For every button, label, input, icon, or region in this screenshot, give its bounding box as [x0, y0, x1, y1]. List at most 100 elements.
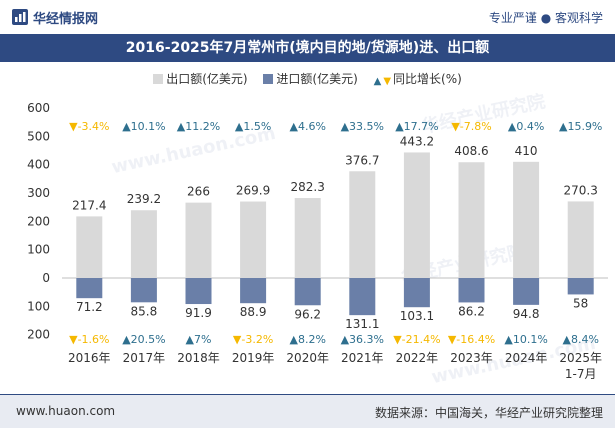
export-bar	[403, 152, 430, 278]
export-bar	[294, 198, 321, 278]
x-tick-label: 2016年	[68, 351, 111, 365]
chart-title: 2016-2025年7月常州市(境内目的地/货源地)进、出口额	[0, 34, 615, 62]
export-growth-label: ▲0.4%	[508, 120, 544, 133]
export-growth-label: ▼-3.4%	[69, 120, 109, 133]
brand-tagline: 专业严谨 ● 客观科学	[488, 11, 603, 25]
x-tick-label: 2021年	[341, 351, 384, 365]
x-tick-label: 2025年	[559, 351, 602, 365]
export-value-label: 266	[187, 185, 210, 199]
import-value-label: 71.2	[76, 300, 103, 314]
import-value-label: 86.2	[458, 304, 485, 318]
import-value-label: 103.1	[400, 309, 434, 323]
bar-chart: 600 500 400 300 200 100 0 100 200 217.4 71.2 ▼-3.4%…	[27, 101, 608, 381]
y-tick-label: 400	[27, 158, 50, 172]
y-tick-label: 100	[27, 299, 50, 313]
import-bar	[130, 278, 157, 303]
export-bar	[567, 201, 594, 278]
y-tick-label: 100	[27, 243, 50, 257]
y-tick-label: 200	[27, 214, 50, 228]
import-bar	[458, 278, 485, 303]
import-value-label: 94.8	[513, 307, 540, 321]
export-growth-label: ▲1.5%	[235, 120, 271, 133]
export-growth-label: ▲17.7%	[395, 120, 438, 133]
legend-import-swatch	[263, 74, 274, 84]
chart-legend: 出口额(亿美元) 进口额(亿美元) ▲ ▼ 同比增长(%)	[0, 70, 615, 90]
import-value-label: 96.2	[294, 307, 321, 321]
y-tick-label: 300	[27, 186, 50, 200]
legend-growth: ▲ ▼ 同比增长(%)	[374, 70, 462, 87]
export-bar	[185, 202, 212, 278]
export-bar	[130, 210, 157, 278]
export-value-label: 270.3	[564, 183, 598, 197]
import-growth-label: ▼-1.6%	[69, 333, 109, 346]
triangle-down-icon: ▼	[383, 76, 392, 87]
import-bar	[185, 278, 212, 305]
legend-export-label: 出口额(亿美元)	[166, 72, 248, 86]
export-value-label: 443.2	[400, 134, 434, 148]
export-bar	[240, 201, 267, 278]
import-bar	[349, 278, 376, 316]
export-value-label: 376.7	[345, 153, 379, 167]
export-value-label: 239.2	[127, 192, 161, 206]
import-bar	[240, 278, 267, 304]
export-bar	[458, 162, 485, 278]
legend-growth-label: 同比增长(%)	[393, 72, 462, 86]
top-bar: 华经情报网 专业严谨 ● 客观科学	[0, 0, 615, 34]
export-growth-label: ▲10.1%	[122, 120, 165, 133]
import-value-label: 85.8	[131, 304, 158, 318]
import-bar	[567, 278, 594, 295]
x-tick-label: 2017年	[123, 351, 166, 365]
import-value-label: 88.9	[240, 305, 267, 319]
x-tick-label: 2020年	[286, 351, 329, 365]
import-growth-label: ▼-3.2%	[233, 333, 273, 346]
import-growth-label: ▼-21.4%	[393, 333, 440, 346]
x-tick-label: 1-7月	[565, 367, 597, 381]
x-tick-label: 2022年	[396, 351, 439, 365]
import-value-label: 91.9	[185, 306, 212, 320]
chart-logo-icon	[12, 9, 28, 25]
import-growth-label: ▲8.4%	[562, 333, 598, 346]
legend-import: 进口额(亿美元)	[263, 70, 358, 87]
y-tick-label: 500	[27, 129, 50, 143]
y-tick-label: 200	[27, 328, 50, 342]
import-growth-label: ▲8.2%	[289, 333, 325, 346]
import-bar	[403, 278, 430, 308]
export-value-label: 282.3	[291, 180, 325, 194]
import-growth-label: ▼-16.4%	[448, 333, 495, 346]
x-tick-label: 2019年	[232, 351, 275, 365]
brand-name: 华经情报网	[33, 12, 99, 27]
export-growth-label: ▲11.2%	[177, 120, 220, 133]
import-growth-label: ▲10.1%	[504, 333, 547, 346]
import-bar	[294, 278, 321, 306]
triangle-up-icon: ▲	[373, 76, 382, 87]
x-tick-label: 2024年	[505, 351, 548, 365]
export-bar	[349, 171, 376, 278]
footer: www.huaon.com 数据来源：中国海关，华经产业研究院整理	[0, 394, 615, 428]
export-growth-label: ▲15.9%	[559, 120, 602, 133]
export-value-label: 217.4	[72, 198, 106, 212]
export-bar	[513, 161, 540, 278]
import-growth-label: ▲7%	[186, 333, 212, 346]
legend-export: 出口额(亿美元)	[153, 70, 248, 87]
import-growth-label: ▲36.3%	[341, 333, 384, 346]
legend-import-label: 进口额(亿美元)	[276, 72, 358, 86]
y-tick-label: 600	[27, 101, 50, 115]
x-tick-label: 2018年	[177, 351, 220, 365]
export-growth-label: ▲33.5%	[341, 120, 384, 133]
export-growth-label: ▲4.6%	[289, 120, 325, 133]
import-value-label: 131.1	[345, 317, 379, 331]
import-growth-label: ▲20.5%	[122, 333, 165, 346]
legend-export-swatch	[153, 74, 164, 84]
export-growth-label: ▼-7.8%	[451, 120, 491, 133]
import-value-label: 58	[573, 296, 588, 310]
x-tick-label: 2023年	[450, 351, 493, 365]
export-value-label: 410	[515, 144, 538, 158]
import-bar	[76, 278, 103, 299]
import-bar	[513, 278, 540, 305]
export-bar	[76, 216, 103, 278]
export-value-label: 408.6	[454, 144, 488, 158]
footer-source: 数据来源：中国海关，华经产业研究院整理	[374, 406, 603, 420]
y-tick-label: 0	[42, 271, 50, 285]
footer-website: www.huaon.com	[16, 404, 116, 418]
export-value-label: 269.9	[236, 184, 270, 198]
